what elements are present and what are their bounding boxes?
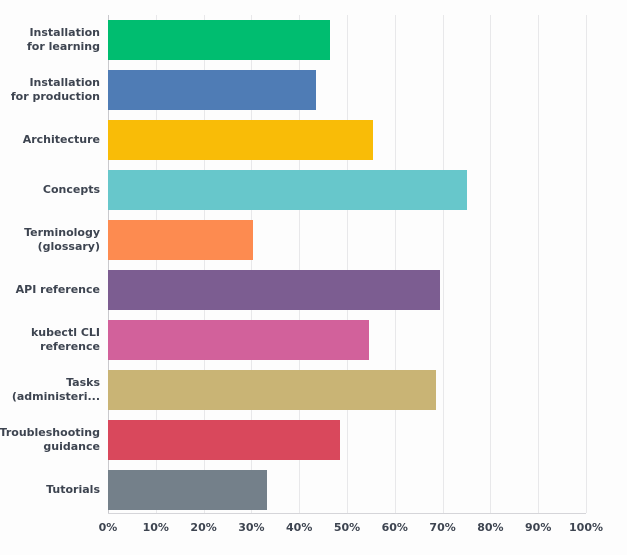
gridline-10pct: [155, 15, 157, 513]
bar-concepts[interactable]: [108, 170, 467, 210]
gridline-70pct: [442, 15, 444, 513]
gridline-40pct: [299, 15, 301, 513]
bar-troubleshooting-guidance[interactable]: [108, 420, 340, 460]
x-tick-label: 20%: [190, 521, 217, 534]
x-tick-label: 80%: [477, 521, 504, 534]
x-tick-label: 30%: [238, 521, 265, 534]
x-tick-label: 50%: [333, 521, 361, 534]
bar-row: [108, 370, 586, 410]
category-label-line: Troubleshooting: [0, 426, 100, 439]
x-axis-baseline: [108, 513, 586, 514]
bar-row: [108, 320, 586, 360]
x-tick-label: 10%: [142, 521, 169, 534]
x-tick-label: 0%: [98, 521, 118, 534]
gridline-30pct: [251, 15, 253, 513]
category-axis-labels: Installation for learning Installation for …: [0, 15, 100, 513]
bar-row: [108, 270, 586, 310]
bar-api-reference[interactable]: [108, 270, 441, 310]
bar-installation-for-production[interactable]: [108, 70, 316, 110]
category-label-line: (glossary): [37, 240, 100, 253]
bar-row: [108, 470, 586, 510]
gridline-100pct: [586, 15, 587, 513]
category-label-line: reference: [40, 340, 100, 353]
gridlines: [108, 15, 587, 513]
category-label-line: for production: [10, 90, 100, 103]
bar-row: [108, 420, 586, 460]
bar-row: [108, 120, 586, 160]
category-label-line: guidance: [43, 440, 100, 453]
bar-row: [108, 170, 586, 210]
bar-installation-for-learning[interactable]: [108, 20, 331, 60]
category-label-line: Architecture: [22, 133, 100, 146]
gridline-0pct: [108, 15, 109, 513]
plot-area: [108, 15, 587, 513]
bar-tasks-administeri[interactable]: [108, 370, 436, 410]
bar-row: [108, 220, 586, 260]
category-label-concepts: Concepts: [0, 170, 100, 210]
category-label-tasks-administeri: Tasks (administeri...: [0, 370, 100, 410]
category-label-line: (administeri...: [11, 390, 100, 403]
x-tick-label: 70%: [429, 521, 456, 534]
x-tick-label: 100%: [569, 521, 603, 534]
bar-terminology-glossary[interactable]: [108, 220, 253, 260]
category-label-api-reference: API reference: [0, 270, 100, 310]
bar-kubectl-cli-reference[interactable]: [108, 320, 369, 360]
category-label-line: kubectl CLI: [30, 326, 100, 339]
x-tick-label: 90%: [525, 521, 552, 534]
gridline-60pct: [394, 15, 396, 513]
category-label-line: API reference: [15, 283, 100, 296]
bar-architecture[interactable]: [108, 120, 374, 160]
category-label-line: Tasks: [66, 376, 100, 389]
gridline-50pct: [347, 15, 348, 513]
category-label-line: Tutorials: [46, 483, 100, 496]
gridline-80pct: [490, 15, 492, 513]
category-label-line: Installation: [29, 76, 100, 89]
category-label-tutorials: Tutorials: [0, 470, 100, 510]
category-label-kubectl-cli-reference: kubectl CLI reference: [0, 320, 100, 360]
category-label-line: Terminology: [24, 226, 100, 239]
category-label-line: Concepts: [42, 183, 100, 196]
category-label-line: for learning: [27, 40, 100, 53]
category-label-installation-for-production: Installation for production: [0, 70, 100, 110]
category-label-installation-for-learning: Installation for learning: [0, 20, 100, 60]
x-tick-label: 40%: [286, 521, 313, 534]
x-tick-label: 60%: [381, 521, 408, 534]
bar-tutorials[interactable]: [108, 470, 268, 510]
category-label-line: Installation: [29, 26, 100, 39]
bar-row: [108, 70, 586, 110]
category-label-terminology-glossary: Terminology (glossary): [0, 220, 100, 260]
x-axis-tick-labels: 0% 10% 20% 30% 40% 50% 60% 70% 80% 90% 100%: [0, 521, 627, 541]
bar-row: [108, 20, 586, 60]
gridline-20pct: [203, 15, 205, 513]
category-label-troubleshooting-guidance: Troubleshooting guidance: [0, 420, 100, 460]
category-label-architecture: Architecture: [0, 120, 100, 160]
gridline-90pct: [538, 15, 540, 513]
bars-container: [108, 15, 586, 513]
